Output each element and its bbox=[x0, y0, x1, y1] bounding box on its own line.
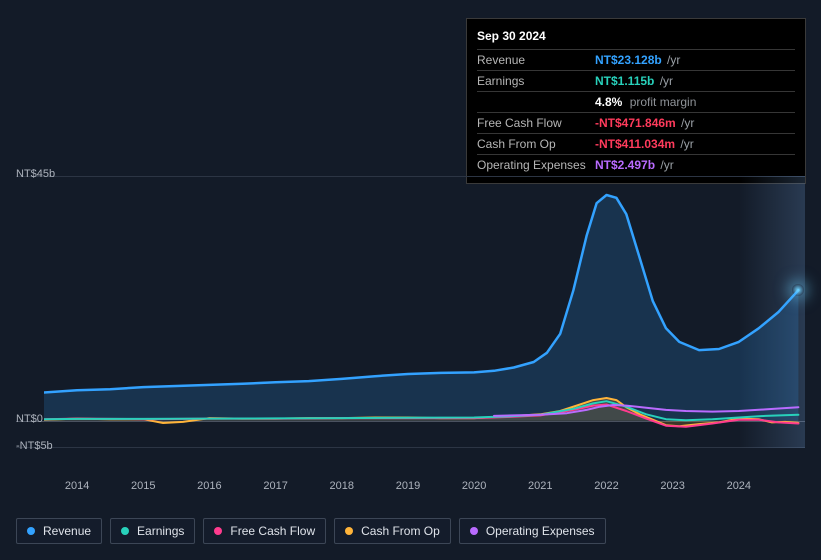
latest-point-glow bbox=[792, 284, 804, 296]
tooltip-value: NT$2.497b /yr bbox=[595, 156, 674, 174]
tooltip-value: NT$1.115b /yr bbox=[595, 72, 673, 90]
x-axis-tick: 2022 bbox=[594, 480, 618, 492]
tooltip-label: Operating Expenses bbox=[477, 156, 595, 174]
legend-item-operating-expenses[interactable]: Operating Expenses bbox=[459, 518, 606, 544]
chart-tooltip: Sep 30 2024 RevenueNT$23.128b /yrEarning… bbox=[466, 18, 806, 184]
tooltip-row: Operating ExpensesNT$2.497b /yr bbox=[477, 154, 795, 175]
legend-item-earnings[interactable]: Earnings bbox=[110, 518, 195, 544]
x-axis-tick: 2019 bbox=[396, 480, 420, 492]
legend-dot-icon bbox=[214, 527, 222, 535]
tooltip-value: -NT$411.034m /yr bbox=[595, 135, 694, 153]
legend-dot-icon bbox=[27, 527, 35, 535]
y-axis-label: NT$0 bbox=[16, 413, 43, 425]
financials-chart[interactable] bbox=[16, 176, 805, 448]
legend-label: Earnings bbox=[137, 524, 184, 538]
x-axis-tick: 2015 bbox=[131, 480, 155, 492]
legend-dot-icon bbox=[345, 527, 353, 535]
x-axis-tick: 2016 bbox=[197, 480, 221, 492]
x-axis-tick: 2023 bbox=[660, 480, 684, 492]
tooltip-value: NT$23.128b /yr bbox=[595, 51, 680, 69]
legend-label: Free Cash Flow bbox=[230, 524, 315, 538]
legend-label: Revenue bbox=[43, 524, 91, 538]
x-axis-tick: 2024 bbox=[727, 480, 751, 492]
tooltip-label: Free Cash Flow bbox=[477, 114, 595, 132]
tooltip-row: Free Cash Flow-NT$471.846m /yr bbox=[477, 112, 795, 133]
legend-item-revenue[interactable]: Revenue bbox=[16, 518, 102, 544]
tooltip-value: -NT$471.846m /yr bbox=[595, 114, 694, 132]
tooltip-row: EarningsNT$1.115b /yr bbox=[477, 70, 795, 91]
x-axis-tick: 2020 bbox=[462, 480, 486, 492]
x-axis-tick: 2021 bbox=[528, 480, 552, 492]
y-axis-label: NT$45b bbox=[16, 168, 55, 180]
tooltip-label: Revenue bbox=[477, 51, 595, 69]
tooltip-row: RevenueNT$23.128b /yr bbox=[477, 49, 795, 70]
legend-dot-icon bbox=[121, 527, 129, 535]
legend-item-free-cash-flow[interactable]: Free Cash Flow bbox=[203, 518, 326, 544]
tooltip-title: Sep 30 2024 bbox=[477, 25, 795, 49]
tooltip-subrow: 4.8% profit margin bbox=[477, 91, 795, 112]
x-axis: 2014 2015 2016 2017 2018 2019 2020 2021 2022 2023… bbox=[16, 480, 805, 502]
legend-item-cash-from-op[interactable]: Cash From Op bbox=[334, 518, 451, 544]
x-axis-tick: 2017 bbox=[263, 480, 287, 492]
tooltip-row: Cash From Op-NT$411.034m /yr bbox=[477, 133, 795, 154]
legend: Revenue Earnings Free Cash Flow Cash From O… bbox=[16, 518, 805, 544]
chart-plot bbox=[44, 176, 805, 448]
y-axis-label: -NT$5b bbox=[16, 440, 53, 452]
tooltip-label: Cash From Op bbox=[477, 135, 595, 153]
legend-label: Cash From Op bbox=[361, 524, 440, 538]
x-axis-tick: 2014 bbox=[65, 480, 89, 492]
legend-label: Operating Expenses bbox=[486, 524, 595, 538]
x-axis-tick: 2018 bbox=[330, 480, 354, 492]
legend-dot-icon bbox=[470, 527, 478, 535]
tooltip-label: Earnings bbox=[477, 72, 595, 90]
